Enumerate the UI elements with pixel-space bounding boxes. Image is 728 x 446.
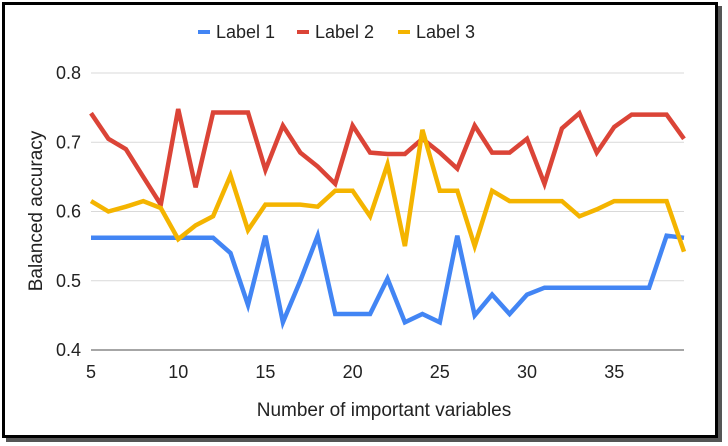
x-tick-label: 5	[86, 362, 96, 382]
x-tick-label: 15	[255, 362, 275, 382]
series-lines	[89, 108, 687, 330]
y-tick-label: 0.5	[56, 271, 81, 291]
y-tick-label: 0.7	[56, 132, 81, 152]
y-tick-label: 0.4	[56, 340, 81, 360]
x-tick-label: 25	[430, 362, 450, 382]
x-tick-label: 10	[168, 362, 188, 382]
x-tick-label: 35	[604, 362, 624, 382]
legend-entry: Label 2	[315, 22, 374, 42]
y-axis-ticks: 0.4 0.5 0.6 0.7 0.8	[56, 63, 81, 360]
series-line-label-3	[89, 129, 687, 254]
x-tick-label: 20	[343, 362, 363, 382]
y-tick-label: 0.8	[56, 63, 81, 83]
gridlines	[91, 72, 684, 351]
legend-entry: Label 3	[416, 22, 475, 42]
x-tick-label: 30	[517, 362, 537, 382]
chart-frame	[2, 2, 718, 438]
legend-entry: Label 1	[216, 22, 275, 42]
x-axis-ticks: 5 10 15 20 25 30 35	[86, 362, 624, 382]
y-axis-label: Balanced accuracy	[26, 130, 47, 291]
series-line-label-1	[91, 227, 685, 330]
legend: Label 1 Label 2 Label 3	[198, 22, 475, 42]
y-tick-label: 0.6	[56, 202, 81, 222]
series-line-label-2	[89, 108, 686, 211]
x-axis-label: Number of important variables	[257, 400, 512, 421]
